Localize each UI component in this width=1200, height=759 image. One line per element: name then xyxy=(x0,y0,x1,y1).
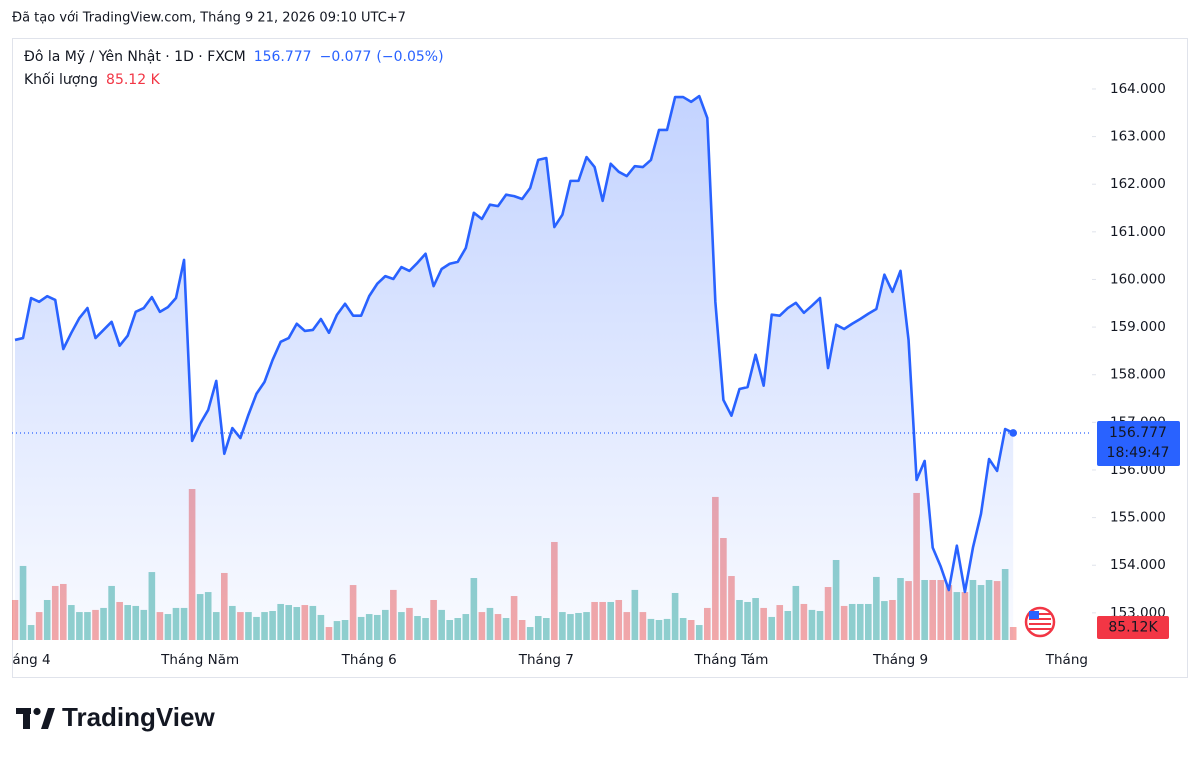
x-tick-label: Tháng 9 xyxy=(872,652,928,668)
last-price-dot xyxy=(1009,429,1017,437)
y-tick-label: 160.000 xyxy=(1110,271,1166,287)
flag-canton xyxy=(1029,611,1039,619)
x-tick-label: Tháng 10 xyxy=(1045,652,1110,668)
y-tick-label: 156.000 xyxy=(1110,462,1166,478)
price-change-pct: (−0.05%) xyxy=(376,49,443,65)
axes: 153.000154.000155.000156.000157.000158.0… xyxy=(1092,81,1166,621)
logo-mark xyxy=(33,707,41,716)
y-tick-label: 163.000 xyxy=(1110,129,1166,145)
x-tick-label: Tháng Năm xyxy=(160,652,239,668)
logo: TradingView xyxy=(16,702,215,732)
price-tag-countdown: 18:49:47 xyxy=(1107,445,1170,461)
last-price: 156.777 xyxy=(254,49,312,65)
price-change: −0.077 xyxy=(320,49,372,65)
y-tick-label: 164.000 xyxy=(1110,81,1166,97)
volume-name: Khối lượng xyxy=(24,71,98,88)
flag-icon xyxy=(1024,606,1056,638)
volume-tag xyxy=(1097,616,1169,640)
volume-tag-value: 85.12K xyxy=(1108,620,1158,636)
legend-main: Đô la Mỹ / Yên Nhật · 1D · FXCM 156.777 −0… xyxy=(24,49,444,65)
plot-area xyxy=(12,94,1092,641)
volume-last: 85.12 K xyxy=(106,72,161,88)
x-tick-label: Tháng Tám xyxy=(693,652,768,668)
y-tick-label: 162.000 xyxy=(1110,176,1166,192)
panel-border xyxy=(12,38,1188,678)
x-tick-label: Tháng 7 xyxy=(518,652,574,668)
y-tick-label: 158.000 xyxy=(1110,367,1166,383)
logo-mark xyxy=(41,708,55,729)
y-tick-label: 161.000 xyxy=(1110,224,1166,240)
y-tick-label: 154.000 xyxy=(1110,557,1166,573)
logo-text: TradingView xyxy=(62,702,215,732)
x-tick-label: Tháng 4 xyxy=(0,652,51,668)
legend-volume: Khối lượng 85.12 K xyxy=(24,71,161,88)
y-tick-label: 159.000 xyxy=(1110,319,1166,335)
symbol-title: Đô la Mỹ / Yên Nhật · 1D · FXCM xyxy=(24,49,246,65)
y-tick-label: 155.000 xyxy=(1110,510,1166,526)
price-line xyxy=(14,94,1014,594)
price-area xyxy=(15,96,1014,641)
x-tick-label: Tháng 6 xyxy=(341,652,397,668)
x-axis: Tháng 4 Tháng Năm Tháng 6 Tháng 7 Tháng Tám T… xyxy=(0,652,1110,668)
price-tag xyxy=(1097,420,1180,466)
price-tag-value: 156.777 xyxy=(1109,425,1167,441)
created-note: Đã tạo với TradingView.com, Tháng 9 21, … xyxy=(12,11,406,26)
logo-mark xyxy=(23,708,30,729)
